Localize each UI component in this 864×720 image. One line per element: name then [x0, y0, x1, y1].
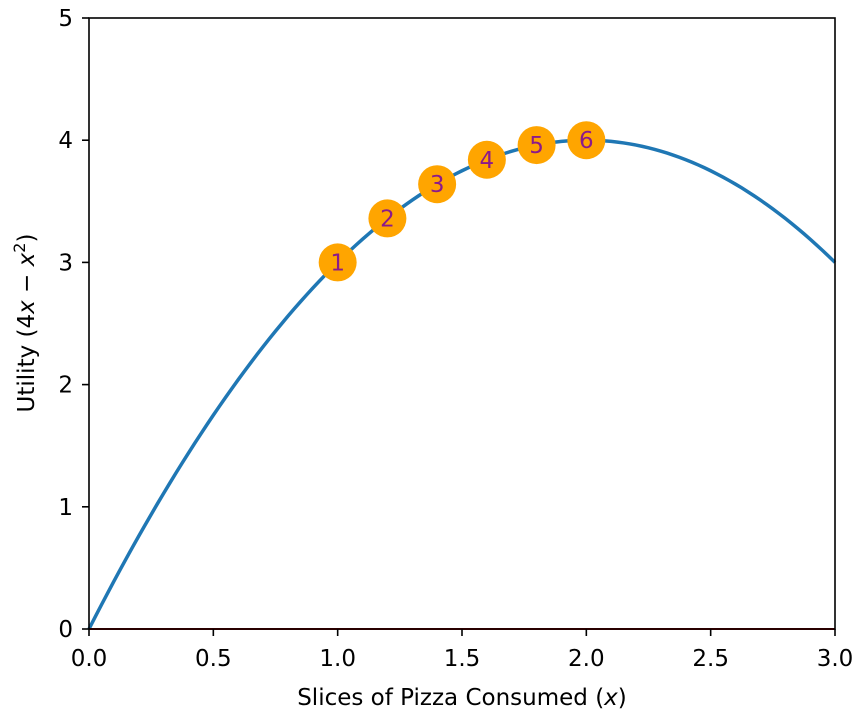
marker-label: 2 — [380, 206, 395, 232]
y-tick-label: 4 — [58, 128, 73, 154]
y-tick-label: 3 — [58, 250, 73, 276]
marker-label: 4 — [480, 148, 495, 174]
y-tick-label: 0 — [58, 617, 73, 643]
marker-label: 5 — [529, 133, 544, 159]
x-axis-ticks: 0.0 0.5 1.0 1.5 2.0 2.5 3.0 — [71, 629, 854, 672]
y-tick-label: 5 — [58, 6, 73, 32]
x-tick-label: 0.0 — [71, 646, 108, 672]
marker-point — [517, 126, 556, 165]
y-axis-ticks: 0 1 2 3 4 5 — [58, 6, 89, 643]
x-tick-label: 0.5 — [195, 646, 232, 672]
x-tick-label: 2.5 — [692, 646, 729, 672]
marker-label: 1 — [330, 250, 345, 276]
plot-frame — [88, 17, 836, 630]
marker-point — [418, 165, 457, 204]
x-axis-label: Slices of Pizza Consumed (x) — [297, 685, 627, 711]
y-tick-label: 1 — [58, 495, 73, 521]
marker-point — [368, 199, 407, 238]
x-tick-label: 2.0 — [568, 646, 605, 672]
marker-point — [318, 243, 357, 282]
x-tick-label: 1.0 — [319, 646, 356, 672]
x-tick-label: 3.0 — [817, 646, 854, 672]
utility-curve — [87, 138, 837, 630]
marker-label: 3 — [430, 172, 445, 198]
plot-area: 1 2 3 4 5 6 — [87, 17, 837, 630]
marker-point — [567, 121, 606, 160]
marker-point — [467, 140, 506, 179]
y-axis-label: Utility (4x − x2) — [10, 234, 40, 413]
marker-label: 6 — [579, 128, 594, 154]
x-tick-label: 1.5 — [444, 646, 481, 672]
y-tick-label: 2 — [58, 373, 73, 399]
